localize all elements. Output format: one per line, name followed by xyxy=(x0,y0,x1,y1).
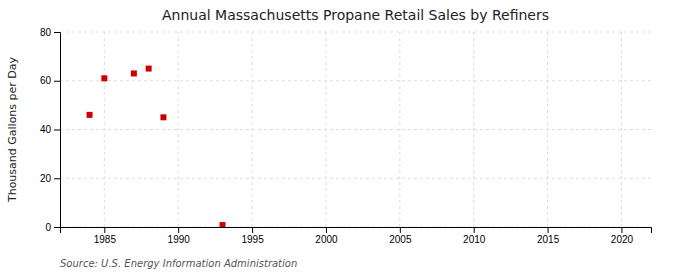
y-axis-tick-label: 0 xyxy=(45,222,51,233)
grid-line-y xyxy=(60,32,651,33)
y-axis-tick-mark xyxy=(54,178,60,179)
x-axis-tick-label: 1990 xyxy=(168,234,191,245)
x-axis-tick: 2020 xyxy=(611,227,634,245)
y-axis-tick-mark xyxy=(54,130,60,131)
x-axis-tick: 1985 xyxy=(94,227,117,245)
x-axis-tick-mark xyxy=(474,227,475,233)
point xyxy=(131,70,137,76)
x-axis-tick-mark xyxy=(548,227,549,233)
point xyxy=(220,222,226,227)
y-axis-line xyxy=(54,33,61,228)
y-axis-tick-mark xyxy=(54,81,60,82)
x-axis-tick-mark xyxy=(621,227,622,233)
annotation: Source: U.S. Energy Information Administ… xyxy=(60,258,297,269)
y-axis-tick-label: 20 xyxy=(40,173,52,184)
y-axis-tick: 20 xyxy=(40,173,60,184)
x-axis-tick-mark xyxy=(400,227,401,233)
x-axis-tick-label: 2015 xyxy=(537,234,560,245)
x-axis-line xyxy=(61,228,652,234)
point xyxy=(146,66,152,72)
x-axis-tick-label: 2020 xyxy=(611,234,634,245)
grid xyxy=(60,32,651,227)
y-axis-tick-label: 40 xyxy=(40,124,52,135)
grid-line-x xyxy=(399,32,400,227)
x-axis-tick-mark xyxy=(326,227,327,233)
x-axis-tick: 2015 xyxy=(537,227,560,245)
y-axis-tick-mark xyxy=(54,32,60,33)
point xyxy=(87,112,93,118)
point xyxy=(160,114,166,120)
x-axis-tick-label: 2000 xyxy=(315,234,338,245)
y-axis-tick: 60 xyxy=(40,75,60,86)
y-axis-tick: 40 xyxy=(40,124,60,135)
y-axis-tick: 0 xyxy=(45,222,60,233)
y-axis-tick-label: 80 xyxy=(40,27,52,38)
point xyxy=(101,75,107,81)
title: Annual Massachusetts Propane Retail Sale… xyxy=(162,7,549,23)
plot-area: 1985 1990 1995 2000 2005 2010 2015 2020 0 20 40 60 8… xyxy=(40,27,652,245)
y-axis-tick-label: 60 xyxy=(40,75,52,86)
y-axis: 0 20 40 60 80 xyxy=(40,27,61,233)
y-axis-title: Thousand Gallons per Day xyxy=(6,56,19,203)
grid-line-y xyxy=(60,129,651,130)
x-axis-tick-label: 2005 xyxy=(389,234,412,245)
x-axis-tick-label: 1985 xyxy=(94,234,117,245)
x-axis-tick-mark xyxy=(104,227,105,233)
chart: 1985 1990 1995 2000 2005 2010 2015 2020 0 20 40 60 8… xyxy=(0,0,675,275)
y-axis-tick-mark xyxy=(54,227,60,228)
x-axis-tick: 2000 xyxy=(315,227,338,245)
x-axis-tick: 2005 xyxy=(389,227,412,245)
x-axis-tick: 1995 xyxy=(241,227,264,245)
grid-line-y xyxy=(60,80,651,81)
grid-line-y xyxy=(60,178,651,179)
x-axis-tick-mark xyxy=(178,227,179,233)
x-axis-tick: 2010 xyxy=(463,227,486,245)
grid-line-x xyxy=(621,32,622,227)
y-axis-tick: 80 xyxy=(40,27,60,38)
grid-line-x xyxy=(178,32,179,227)
points xyxy=(87,66,226,227)
x-axis-tick-mark xyxy=(252,227,253,233)
x-axis-tick-label: 1995 xyxy=(241,234,264,245)
x-axis-tick: 1990 xyxy=(168,227,191,245)
x-axis-tick-label: 2010 xyxy=(463,234,486,245)
x-axis: 1985 1990 1995 2000 2005 2010 2015 2020 xyxy=(61,227,652,245)
